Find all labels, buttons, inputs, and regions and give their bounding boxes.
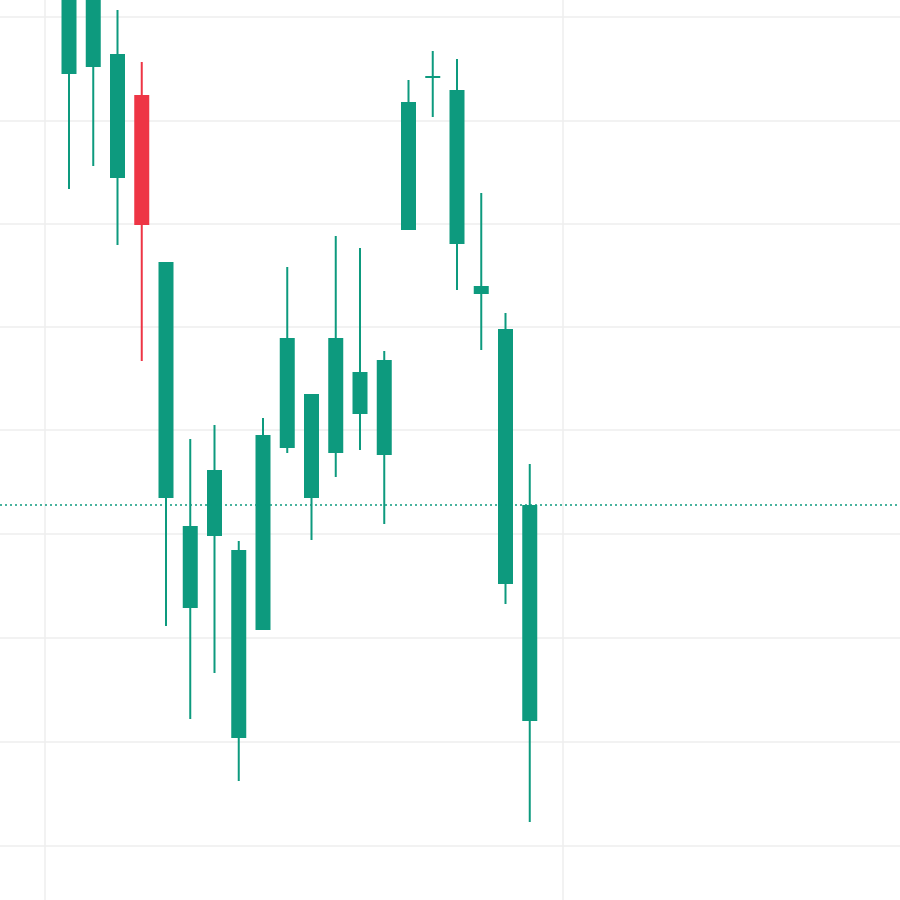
- candle-body-up: [401, 102, 416, 230]
- candle[interactable]: [134, 62, 150, 361]
- candle[interactable]: [449, 59, 465, 290]
- candle-body-up: [207, 470, 222, 536]
- candle-body-up: [352, 372, 368, 414]
- candle[interactable]: [328, 236, 344, 477]
- candle-body-up: [255, 435, 271, 630]
- candle[interactable]: [498, 313, 513, 604]
- candle[interactable]: [207, 425, 222, 673]
- candle[interactable]: [304, 394, 319, 540]
- candle-body-up: [328, 338, 344, 453]
- candle[interactable]: [352, 248, 368, 450]
- candle-body-up: [110, 54, 125, 178]
- candle-body-up: [61, 0, 77, 74]
- candle-body-up: [279, 338, 295, 448]
- candles: [61, 0, 538, 822]
- candle[interactable]: [255, 418, 271, 630]
- candle[interactable]: [182, 439, 198, 719]
- candle-body-up: [425, 76, 441, 78]
- candle[interactable]: [158, 262, 174, 626]
- candle[interactable]: [279, 267, 295, 453]
- candle[interactable]: [522, 464, 538, 822]
- candle-body-down: [134, 95, 150, 225]
- candle-body-up: [376, 360, 392, 455]
- candle[interactable]: [401, 80, 416, 230]
- candle[interactable]: [110, 10, 125, 245]
- candle-body-up: [85, 0, 101, 67]
- candle-body-up: [473, 286, 489, 294]
- candle[interactable]: [425, 51, 441, 117]
- candle[interactable]: [473, 193, 489, 350]
- candle[interactable]: [85, 0, 101, 166]
- candle-body-up: [158, 262, 174, 498]
- candle-body-up: [522, 505, 538, 721]
- candle-body-up: [304, 394, 319, 498]
- candle-body-up: [231, 550, 247, 738]
- candle[interactable]: [61, 0, 77, 189]
- candle-body-up: [498, 329, 513, 584]
- candle-body-up: [182, 526, 198, 608]
- candle[interactable]: [376, 351, 392, 524]
- candle[interactable]: [231, 541, 247, 781]
- candle-body-up: [449, 90, 465, 244]
